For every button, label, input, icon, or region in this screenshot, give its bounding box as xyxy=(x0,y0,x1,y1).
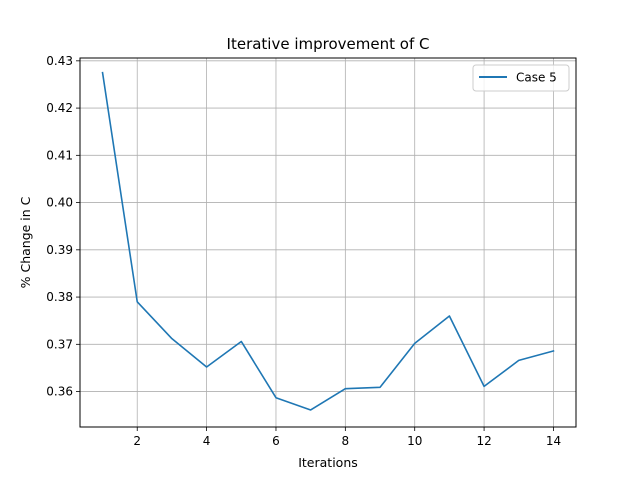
legend-box xyxy=(472,64,570,92)
x-tick-label: 4 xyxy=(203,434,211,448)
x-axis-label: Iterations xyxy=(298,455,358,470)
axes-frame xyxy=(79,57,577,428)
y-tick-label: 0.43 xyxy=(46,54,73,68)
y-tick-label: 0.42 xyxy=(46,101,73,115)
series-line-case-5 xyxy=(101,71,555,411)
x-tick-label: 6 xyxy=(272,434,280,448)
legend-label-case-5: Case 5 xyxy=(516,71,557,85)
plot-area xyxy=(101,71,555,411)
x-tick-label: 8 xyxy=(342,434,350,448)
y-tick-label: 0.36 xyxy=(46,385,73,399)
y-tick-label: 0.40 xyxy=(46,196,73,210)
x-axis-ticks: 2 4 6 8 10 12 14 xyxy=(133,427,561,448)
chart-title: Iterative improvement of C xyxy=(227,35,430,53)
legend: Case 5 xyxy=(472,64,570,92)
x-tick-label: 12 xyxy=(476,434,491,448)
y-tick-label: 0.41 xyxy=(46,148,73,162)
y-tick-label: 0.37 xyxy=(46,337,73,351)
y-tick-label: 0.38 xyxy=(46,290,73,304)
x-tick-label: 10 xyxy=(407,434,422,448)
x-tick-label: 2 xyxy=(133,434,141,448)
y-axis-ticks: 0.36 0.37 0.38 0.39 0.40 0.41 0.42 0.43 xyxy=(46,54,80,399)
x-tick-label: 14 xyxy=(546,434,561,448)
y-tick-label: 0.39 xyxy=(46,243,73,257)
y-axis-label: % Change in C xyxy=(18,196,33,288)
grid-lines xyxy=(80,58,576,427)
